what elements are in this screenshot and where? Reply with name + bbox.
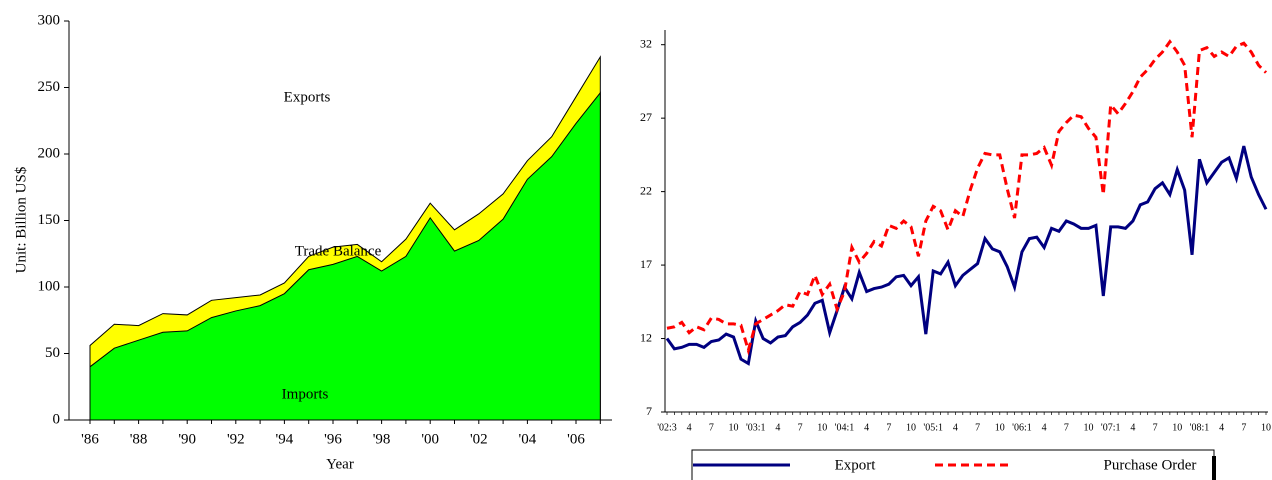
x-tick-label: '04:1 [835,422,855,433]
x-tick-label: 4 [1130,422,1135,433]
y-tick-label: 100 [38,278,61,294]
x-tick-label: 4 [864,422,869,433]
x-tick-label: '06 [567,431,585,447]
legend-label: Purchase Order [1104,457,1197,473]
x-tick-label: 10 [1084,422,1094,433]
x-tick-label: 4 [687,422,692,433]
series-label: Exports [284,89,331,105]
x-tick-label: 4 [775,422,780,433]
x-tick-label: 10 [906,422,916,433]
y-tick-label: 12 [640,330,652,344]
y-tick-label: 32 [640,36,652,50]
x-tick-label: 10 [817,422,827,433]
x-tick-label: '04 [519,431,537,447]
x-tick-label: 4 [953,422,958,433]
y-tick-label: 0 [53,411,61,427]
x-axis-label: Year [326,456,354,472]
y-tick-label: 22 [640,183,652,197]
x-tick-label: '88 [130,431,148,447]
x-tick-label: 10 [729,422,739,433]
y-axis-label: Unit: Billion US$ [13,166,29,273]
annotation: Trade Balance [295,243,382,259]
x-tick-label: 10 [1172,422,1182,433]
x-tick-label: 10 [995,422,1005,433]
series-label: Imports [282,386,329,402]
x-tick-label: 10 [1261,422,1271,433]
x-tick-label: '02 [470,431,488,447]
x-tick-label: 7 [1153,422,1158,433]
x-tick-label: '06:1 [1012,422,1032,433]
y-tick-label: 50 [45,345,60,361]
x-tick-label: 7 [798,422,803,433]
x-tick-label: 7 [1241,422,1246,433]
area [89,91,601,421]
x-tick-label: '94 [276,431,294,447]
x-tick-label: '90 [178,431,196,447]
line [665,145,1268,366]
legend-label: Export [835,457,877,473]
x-tick-label: 7 [1064,422,1069,433]
x-tick-label: 7 [975,422,980,433]
y-tick-label: 150 [38,212,61,228]
x-tick-label: '00 [421,431,439,447]
y-tick-label: 7 [646,404,652,418]
x-tick-label: '96 [324,431,342,447]
x-tick-label: '07:1 [1101,422,1121,433]
y-tick-label: 200 [38,145,61,161]
x-tick-label: 4 [1219,422,1224,433]
x-tick-label: '05:1 [923,422,943,433]
x-tick-label: '02:3 [657,422,677,433]
x-tick-label: '98 [373,431,391,447]
x-tick-label: 7 [709,422,714,433]
x-tick-label: '08:1 [1190,422,1210,433]
line [666,39,1268,356]
y-tick-label: 250 [38,79,61,95]
x-tick-label: '03:1 [746,422,766,433]
x-tick-label: 4 [1042,422,1047,433]
x-tick-label: 7 [886,422,891,433]
y-tick-label: 17 [640,257,652,271]
x-tick-label: '92 [227,431,245,447]
x-tick-label: '86 [81,431,99,447]
y-tick-label: 300 [38,12,61,28]
y-tick-label: 27 [640,110,652,124]
